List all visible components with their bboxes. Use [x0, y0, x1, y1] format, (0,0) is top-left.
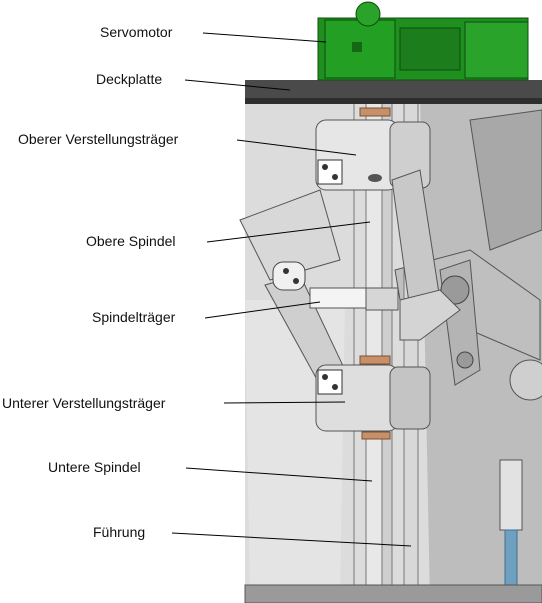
base-frame: [244, 584, 542, 603]
deckplatte-edge: [245, 98, 542, 104]
deckplatte-plate: [245, 80, 542, 100]
clamp-bolt: [332, 384, 338, 390]
spindeltraeger-end: [365, 287, 399, 311]
pivot-bolt: [293, 278, 299, 284]
pivot-bolt: [283, 268, 289, 274]
label-spindeltraeger: Spindelträger: [92, 309, 176, 325]
right-frame: [469, 109, 542, 251]
leader-lines: [171, 32, 412, 547]
right-actuator-body: [499, 459, 523, 531]
middle-link-lower: [399, 289, 461, 341]
label-obere-spindel: Obere Spindel: [86, 233, 176, 249]
label-servomotor: Servomotor: [100, 24, 173, 40]
upper-left-arm: [239, 189, 341, 281]
leader-servomotor: [202, 32, 327, 43]
spindeltraeger-body: [309, 287, 371, 309]
lower-clamp: [317, 369, 343, 395]
leader-spindeltraeger: [204, 301, 321, 319]
leader-unterer-verstellungstraeger: [223, 401, 346, 404]
servomotor-flange: [355, 1, 381, 27]
upper-clamp: [317, 159, 343, 185]
label-oberer-verstellungstraeger: Oberer Verstellungsträger: [18, 131, 179, 147]
clamp-bolt: [322, 164, 328, 170]
leader-fuehrung: [171, 532, 412, 547]
clamp-bolt: [332, 174, 338, 180]
link-pivot: [456, 351, 474, 369]
left-pivot: [272, 261, 306, 291]
label-untere-spindel: Untere Spindel: [48, 459, 141, 475]
servomotor-housing: [399, 27, 461, 71]
servomotor-port: [352, 42, 362, 52]
clamp-bolt: [322, 374, 328, 380]
leader-untere-spindel: [185, 467, 373, 482]
label-deckplatte: Deckplatte: [96, 71, 163, 87]
leader-deckplatte: [184, 79, 291, 91]
unterer-verstellungstraeger-side: [389, 366, 431, 430]
carrier-hole: [368, 174, 382, 182]
label-fuehrung: Führung: [93, 524, 146, 540]
link-pivot: [440, 275, 470, 305]
bronze-nut-middle: [359, 355, 391, 365]
right-wheel: [509, 359, 542, 401]
bronze-nut-bottom: [361, 431, 391, 440]
label-unterer-verstellungstraeger: Unterer Verstellungsträger: [2, 395, 166, 411]
leader-oberer-verstellungstraeger: [236, 139, 357, 156]
leader-obere-spindel: [206, 221, 371, 243]
bronze-nut-top: [359, 107, 391, 117]
servomotor-end: [464, 21, 529, 79]
